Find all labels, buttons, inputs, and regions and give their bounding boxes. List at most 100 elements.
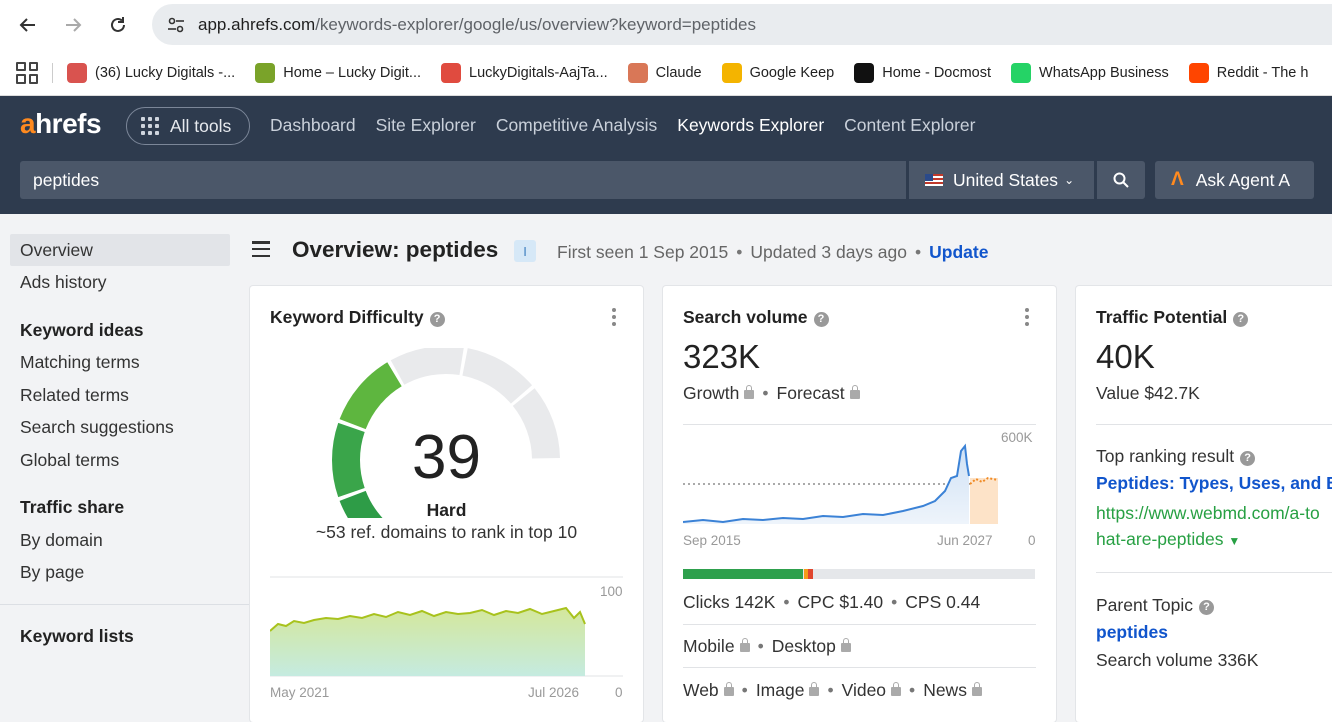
help-icon[interactable]: ? — [813, 311, 829, 327]
sidebar-item-related-terms[interactable]: Related terms — [20, 385, 129, 405]
bookmark-item[interactable]: Home – Lucky Digit... — [255, 62, 421, 83]
tp-divider — [1096, 424, 1332, 425]
paid-clicks-segment — [804, 569, 808, 579]
updated-text: Updated 3 days ago — [750, 242, 908, 262]
ask-agent-label: Ask Agent A — [1195, 169, 1291, 190]
page-meta: First seen 1 Sep 2015 • Updated 3 days ago… — [557, 242, 989, 262]
clicks-value: Clicks 142K — [683, 592, 776, 612]
nav-keywords-explorer[interactable]: Keywords Explorer — [677, 115, 825, 135]
sidebar-item-by-page[interactable]: By page — [20, 562, 85, 582]
more-options-icon[interactable] — [611, 308, 617, 326]
bookmark-item[interactable]: Claude — [627, 62, 702, 83]
top-result-url-cont[interactable]: hat-are-peptides ▼ — [1096, 529, 1240, 550]
sv-history-chart — [683, 443, 999, 524]
sidebar-item-keyword-lists[interactable]: Keyword lists — [20, 626, 134, 646]
web-label: Web — [683, 680, 719, 700]
search-volume-card: Search volume? 323K Growth • Forecast 600K… — [663, 286, 1056, 722]
sv-growth-row: Growth • Forecast — [683, 383, 860, 404]
sidebar-item-matching-terms[interactable]: Matching terms — [20, 352, 140, 372]
sidebar-item-search-suggestions[interactable]: Search suggestions — [20, 417, 174, 437]
bookmark-favicon-icon — [1188, 62, 1209, 83]
forecast-label: Forecast — [776, 383, 845, 403]
sidebar-item-overview[interactable]: Overview — [10, 234, 230, 266]
intent-badge: I — [514, 240, 536, 262]
lock-icon — [744, 385, 755, 399]
menu-icon[interactable] — [252, 241, 270, 257]
caret-down-icon[interactable]: ▼ — [1228, 534, 1241, 548]
url-text: app.ahrefs.com/keywords-explorer/google/… — [198, 15, 756, 35]
sv-title: Search volume? — [683, 307, 829, 328]
back-icon[interactable] — [14, 11, 42, 39]
update-link[interactable]: Update — [929, 242, 989, 262]
bookmark-item[interactable]: (36) Lucky Digitals -... — [67, 62, 235, 83]
kd-history-chart — [270, 576, 623, 677]
site-info-icon[interactable] — [164, 17, 188, 33]
sv-xend: Jun 2027 — [937, 533, 993, 548]
kd-ymin: 0 — [615, 685, 623, 700]
kd-xend: Jul 2026 — [528, 685, 580, 700]
growth-label: Growth — [683, 383, 740, 403]
help-icon[interactable]: ? — [429, 311, 445, 327]
bookmark-label: Google Keep — [749, 64, 835, 81]
bookmark-favicon-icon — [441, 62, 462, 83]
keyword-search-input[interactable]: peptides — [20, 161, 906, 199]
sidebar-head-traffic-share: Traffic share — [20, 497, 125, 517]
video-label: Video — [841, 680, 887, 700]
kd-gauge-segment — [339, 362, 402, 430]
bookmarks-divider — [52, 62, 53, 83]
desktop-label: Desktop — [771, 636, 836, 656]
nav-dashboard[interactable]: Dashboard — [270, 115, 356, 135]
sv-xstart: Sep 2015 — [683, 533, 741, 548]
all-tools-button[interactable]: All tools — [126, 107, 250, 145]
lock-icon — [739, 638, 750, 652]
nav-content-explorer[interactable]: Content Explorer — [844, 115, 976, 135]
bookmark-item[interactable]: WhatsApp Business — [1011, 62, 1169, 83]
all-tools-label: All tools — [170, 115, 232, 136]
bookmark-item[interactable]: Reddit - The h — [1188, 62, 1309, 83]
tp-value: 40K — [1096, 338, 1155, 375]
bookmark-favicon-icon — [67, 62, 87, 83]
sidebar-item-global-terms[interactable]: Global terms — [20, 450, 120, 470]
bookmark-label: Reddit - The h — [1216, 64, 1309, 81]
sv-divider — [683, 667, 1036, 668]
ask-agent-button[interactable]: Λ Ask Agent A — [1155, 161, 1314, 199]
ahrefs-logo[interactable]: ahrefs — [20, 108, 102, 140]
more-options-icon[interactable] — [1024, 308, 1030, 326]
help-icon[interactable]: ? — [1240, 450, 1256, 466]
forward-icon[interactable] — [59, 11, 87, 39]
app-header: ahrefs All tools Dashboard Site Explorer… — [0, 96, 1332, 214]
sidebar-item-by-domain[interactable]: By domain — [20, 530, 103, 550]
apps-icon[interactable] — [16, 61, 38, 84]
lock-icon — [809, 682, 820, 696]
logo-rest: hrefs — [35, 108, 102, 139]
top-nav: Dashboard Site Explorer Competitive Anal… — [270, 115, 975, 136]
lock-icon — [971, 682, 982, 696]
url-path: /keywords-explorer/google/us/overview?ke… — [315, 14, 757, 34]
parent-topic-link[interactable]: peptides — [1096, 622, 1168, 642]
nav-site-explorer[interactable]: Site Explorer — [375, 115, 476, 135]
help-icon[interactable]: ? — [1198, 599, 1214, 615]
lock-icon — [840, 638, 851, 652]
bookmark-item[interactable]: LuckyDigitals-AajTa... — [441, 62, 608, 83]
address-bar[interactable]: app.ahrefs.com/keywords-explorer/google/… — [152, 4, 1332, 45]
sv-value: 323K — [683, 338, 761, 375]
bookmark-item[interactable]: Google Keep — [721, 62, 835, 83]
bookmark-item[interactable]: Home - Docmost — [854, 62, 991, 83]
first-seen: First seen 1 Sep 2015 — [557, 242, 729, 262]
top-result-link[interactable]: Peptides: Types, Uses, and B — [1096, 473, 1332, 493]
help-icon[interactable]: ? — [1233, 311, 1249, 327]
nav-competitive-analysis[interactable]: Competitive Analysis — [495, 115, 658, 135]
reload-icon[interactable] — [104, 11, 132, 39]
bookmarks-bar: (36) Lucky Digitals -... Home – Lucky Dig… — [0, 50, 1332, 96]
image-label: Image — [755, 680, 805, 700]
kd-gauge-segment — [512, 388, 560, 459]
sidebar-item-ads-history[interactable]: Ads history — [20, 272, 107, 292]
search-button[interactable] — [1097, 161, 1145, 199]
cpc-value: CPC $1.40 — [797, 592, 884, 612]
country-select[interactable]: United States ⌄ — [909, 161, 1094, 199]
top-result-url[interactable]: https://www.webmd.com/a-to — [1096, 503, 1320, 523]
sv-divider — [683, 424, 1036, 425]
tp-divider — [1096, 572, 1332, 573]
sv-line — [683, 443, 970, 524]
device-row: Mobile • Desktop — [683, 636, 851, 657]
